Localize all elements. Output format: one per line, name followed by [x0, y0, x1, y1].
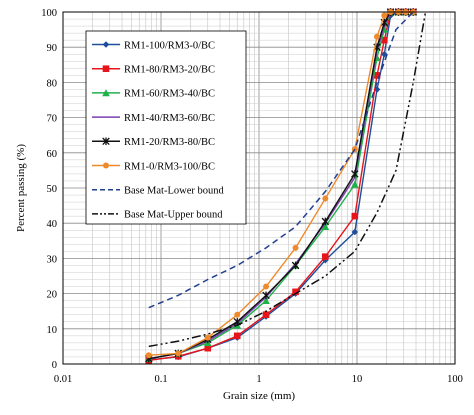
data-point [322, 256, 329, 264]
x-tick-label: 100 [447, 374, 463, 385]
x-tick-label: 0.01 [54, 374, 72, 385]
legend-label: Base Mat-Lower bound [124, 186, 224, 197]
series-8 [148, 11, 427, 348]
y-tick-label: 40 [47, 219, 58, 230]
series-line [148, 11, 414, 309]
data-point [103, 162, 109, 169]
data-point [373, 72, 381, 79]
legend-item: RM1-80/RM3-20/BC [92, 65, 215, 76]
data-point [351, 212, 359, 220]
data-point [291, 261, 300, 270]
x-tick-label: 0.1 [154, 374, 167, 385]
y-tick-label: 70 [47, 114, 58, 125]
data-point [351, 180, 359, 188]
legend-item: RM1-0/RM3-100/BC [92, 161, 215, 172]
legend-box [85, 30, 247, 225]
data-point [175, 350, 182, 357]
data-point [233, 332, 241, 340]
series-line [148, 11, 427, 348]
legend-label: RM1-20/RM3-80/BC [124, 137, 215, 148]
data-point [102, 137, 110, 146]
y-axis-title: Percent passing (%) [15, 144, 27, 232]
series-7 [148, 11, 414, 309]
y-tick-label: 30 [47, 254, 58, 265]
y-tick-label: 100 [41, 8, 57, 19]
y-tick-label: 50 [47, 184, 58, 195]
data-point [102, 65, 110, 72]
x-axis-title: Grain size (mm) [223, 390, 295, 402]
legend: RM1-100/RM3-0/BC RM1-80/RM3-20/BC RM1-60/R… [85, 30, 247, 225]
data-point [381, 36, 388, 44]
y-tick-label: 0 [52, 360, 57, 371]
data-point [351, 228, 359, 236]
data-point [102, 89, 110, 97]
data-point [234, 311, 241, 318]
data-point [204, 344, 212, 352]
legend-item: Base Mat-Upper bound [92, 210, 223, 221]
legend-label: RM1-80/RM3-20/BC [124, 65, 215, 76]
x-tick-labels: 0.01 0.1 1 10 100 [54, 374, 463, 385]
data-point [102, 41, 110, 48]
data-point [381, 50, 388, 58]
y-tick-label: 60 [47, 149, 58, 160]
legend-label: RM1-100/RM3-0/BC [124, 40, 215, 51]
data-point [321, 222, 330, 231]
legend-item: RM1-100/RM3-0/BC [92, 40, 215, 51]
y-tick-label: 10 [47, 325, 58, 336]
data-point [374, 33, 381, 40]
y-tick-label: 90 [47, 43, 58, 54]
legend-label: RM1-0/RM3-100/BC [124, 161, 215, 172]
data-point [262, 291, 270, 300]
data-point [321, 217, 330, 226]
data-point [145, 352, 152, 359]
legend-item: RM1-60/RM3-40/BC [92, 89, 215, 100]
x-tick-label: 1 [256, 374, 261, 385]
legend-item: RM1-40/RM3-60/BC [92, 113, 215, 124]
data-point [204, 334, 211, 341]
data-point [262, 296, 270, 304]
x-tick-label: 10 [352, 374, 363, 385]
y-tick-label: 80 [47, 78, 58, 89]
data-point [381, 12, 388, 19]
legend-label: RM1-60/RM3-40/BC [124, 89, 215, 100]
data-point [322, 253, 329, 260]
data-point [351, 170, 359, 178]
legend-item: Base Mat-Lower bound [92, 186, 224, 197]
plot-frame [62, 11, 456, 365]
data-point [262, 311, 270, 319]
y-tick-labels: 0 10 20 30 40 50 60 70 80 90 100 [41, 8, 57, 371]
data-point [322, 195, 329, 202]
legend-item: RM1-20/RM3-80/BC [92, 137, 215, 148]
data-point [263, 283, 270, 290]
legend-label: Base Mat-Upper bound [124, 210, 223, 221]
data-point [292, 244, 299, 251]
legend-label: RM1-40/RM3-60/BC [124, 113, 215, 124]
y-tick-label: 20 [47, 290, 58, 301]
data-point [292, 288, 299, 296]
